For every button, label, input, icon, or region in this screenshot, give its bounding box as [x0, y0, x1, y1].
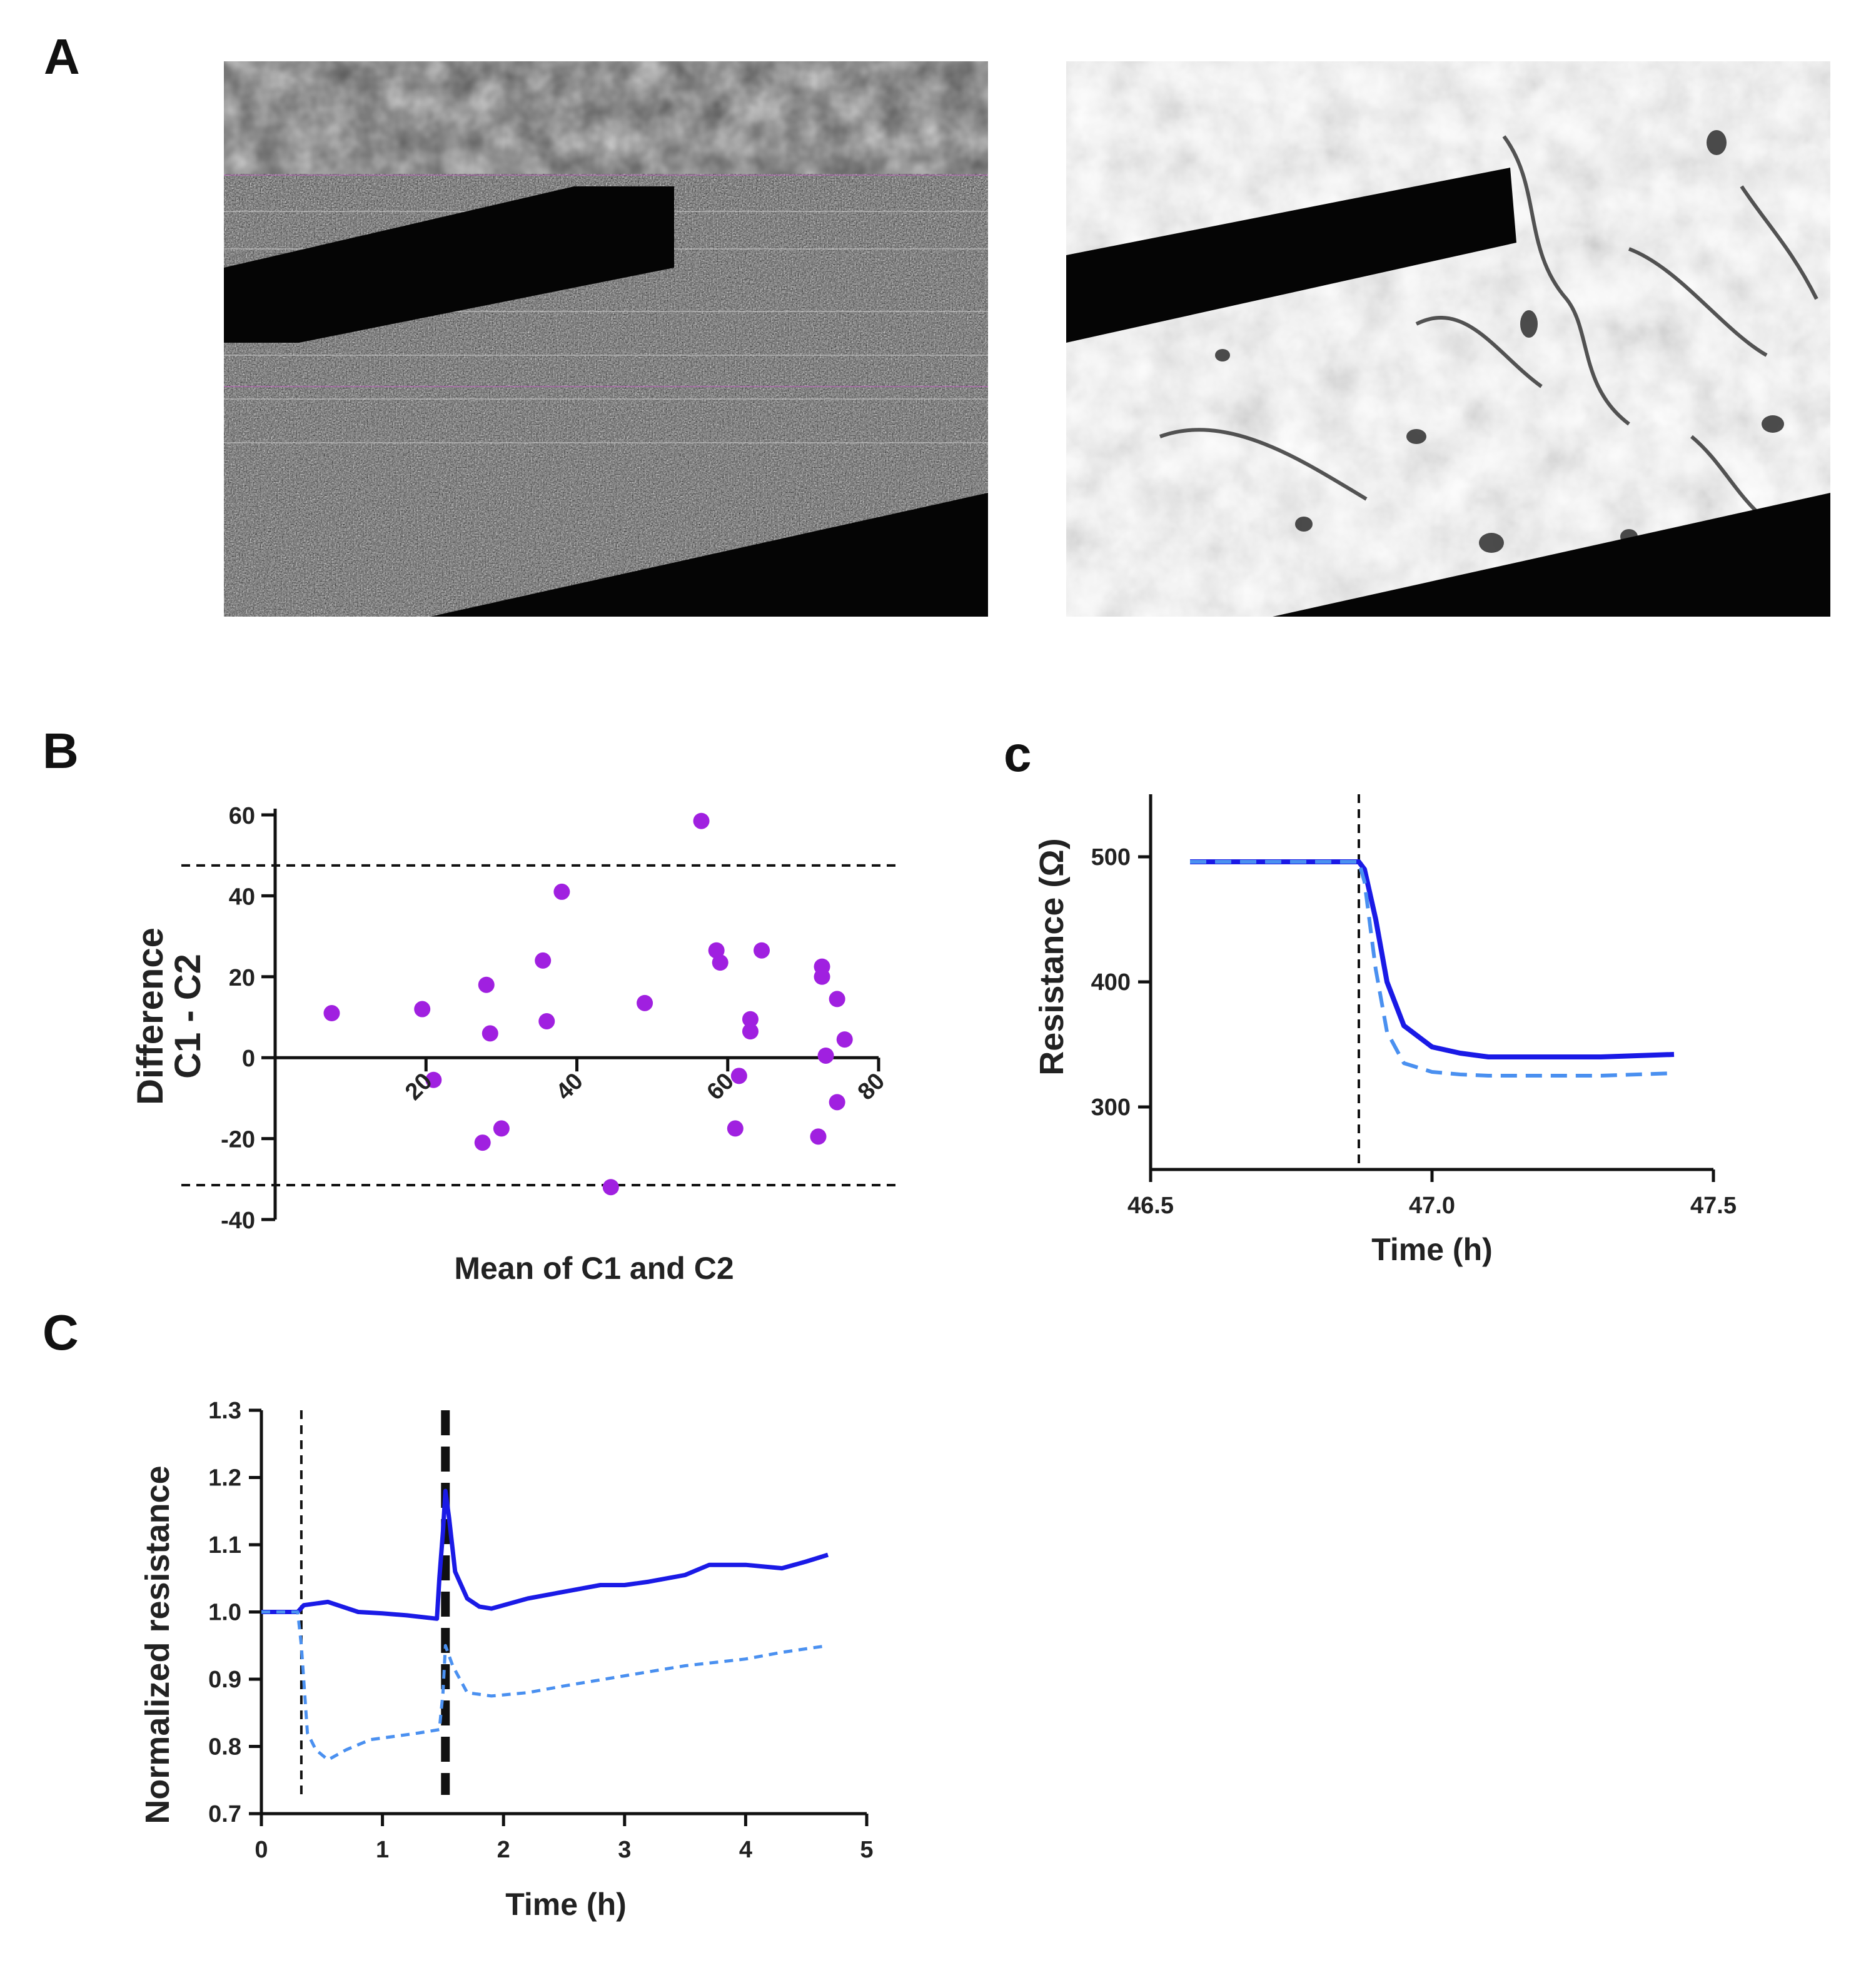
panel-letter-c-upper: C [43, 1305, 79, 1360]
data-point [727, 1120, 744, 1137]
data-point [474, 1134, 491, 1151]
chart-c-ylabel: Resistance (Ω) [1033, 838, 1071, 1075]
chart-b-ylabel: Difference [130, 927, 171, 1105]
y-tick-label: 300 [1091, 1094, 1131, 1121]
x-tick-label: 47.0 [1409, 1193, 1455, 1219]
data-point [482, 1025, 498, 1042]
chart-c-ticks: 300 400 500 46.5 47.0 47.5 [1091, 844, 1737, 1219]
data-point [693, 812, 710, 829]
data-point [493, 1120, 510, 1137]
data-point [829, 991, 845, 1008]
panel-letter-c-lower: c [1004, 726, 1032, 782]
data-point [553, 883, 570, 900]
chart-c-xlabel: Time (h) [1371, 1232, 1493, 1267]
data-point [754, 942, 770, 959]
micrograph-right-image [1066, 61, 1830, 617]
chart-c-axes [1149, 794, 1713, 1171]
micrograph-left-image [224, 61, 988, 617]
chart-C-lines [261, 1488, 829, 1762]
x-tick-label: 2 [497, 1837, 510, 1863]
data-point [712, 954, 729, 971]
y-tick-label: 0.7 [208, 1801, 241, 1827]
data-point [538, 1013, 555, 1029]
chart-b-axes [181, 809, 900, 1220]
chart-C-ylabel: Normalized resistance [139, 1465, 176, 1824]
panel-letter-a: A [44, 29, 80, 84]
x-tick-label: 0 [255, 1837, 268, 1863]
x-tick-label: 46.5 [1127, 1193, 1174, 1219]
data-point [836, 1031, 853, 1048]
y-tick-label: 0.8 [208, 1734, 241, 1760]
series-line-dashed [261, 1610, 829, 1762]
x-tick-label: 80 [853, 1068, 890, 1106]
data-point [535, 952, 552, 969]
series-line-dashed [1190, 860, 1675, 1078]
resistance-chart: 300 400 500 46.5 47.0 47.5 Time (h) Resistanc… [1033, 794, 1737, 1267]
micrograph-right [1066, 61, 1830, 617]
y-tick-label: -20 [221, 1127, 255, 1153]
data-point [829, 1094, 845, 1111]
y-tick-label: 0.9 [208, 1667, 241, 1693]
y-tick-label: 40 [229, 884, 255, 910]
data-point [814, 968, 830, 985]
data-point [810, 1128, 827, 1145]
y-tick-label: 1.2 [208, 1465, 241, 1492]
chart-C-xlabel: Time (h) [505, 1887, 627, 1922]
y-tick-label: 20 [229, 965, 255, 991]
data-point [637, 994, 653, 1011]
y-tick-label: -40 [221, 1208, 255, 1234]
x-tick-label: 3 [618, 1837, 631, 1863]
data-point [602, 1179, 619, 1196]
data-point [425, 1071, 442, 1088]
y-tick-label: 400 [1091, 969, 1131, 996]
normalized-resistance-chart: 0.7 0.8 0.9 1.0 1.1 1.2 1.3 0 1 2 3 4 5 Time (h) Nor… [139, 1398, 874, 1922]
data-point [730, 1068, 747, 1084]
y-tick-label: 1.1 [208, 1532, 241, 1558]
x-tick-label: 1 [376, 1837, 389, 1863]
data-point [742, 1023, 759, 1040]
data-point [323, 1005, 340, 1022]
data-point [742, 1011, 759, 1028]
chart-b-ylabel-2: C1 - C2 [168, 954, 208, 1079]
y-tick-label: 0 [242, 1046, 255, 1072]
data-point [817, 1047, 834, 1064]
y-tick-label: 1.3 [208, 1398, 241, 1424]
y-tick-label: 500 [1091, 844, 1131, 871]
chart-b-points [323, 812, 853, 1196]
panel-letter-b: B [43, 723, 79, 779]
series-line-solid [1190, 859, 1675, 1059]
y-tick-label: 1.0 [208, 1600, 241, 1626]
chart-C-ticks: 0.7 0.8 0.9 1.0 1.1 1.2 1.3 0 1 2 3 4 5 [208, 1398, 873, 1863]
x-tick-label: 40 [551, 1068, 588, 1106]
micrograph-left [224, 61, 988, 617]
x-tick-label: 4 [739, 1837, 752, 1863]
x-tick-label: 5 [860, 1837, 873, 1863]
chart-c-lines [1190, 859, 1675, 1078]
series-line-solid [261, 1488, 829, 1621]
chart-b-xlabel: Mean of C1 and C2 [454, 1251, 734, 1286]
x-tick-label: 47.5 [1690, 1193, 1737, 1219]
data-point [478, 976, 495, 993]
data-point [414, 1001, 431, 1018]
y-tick-label: 60 [229, 803, 255, 829]
